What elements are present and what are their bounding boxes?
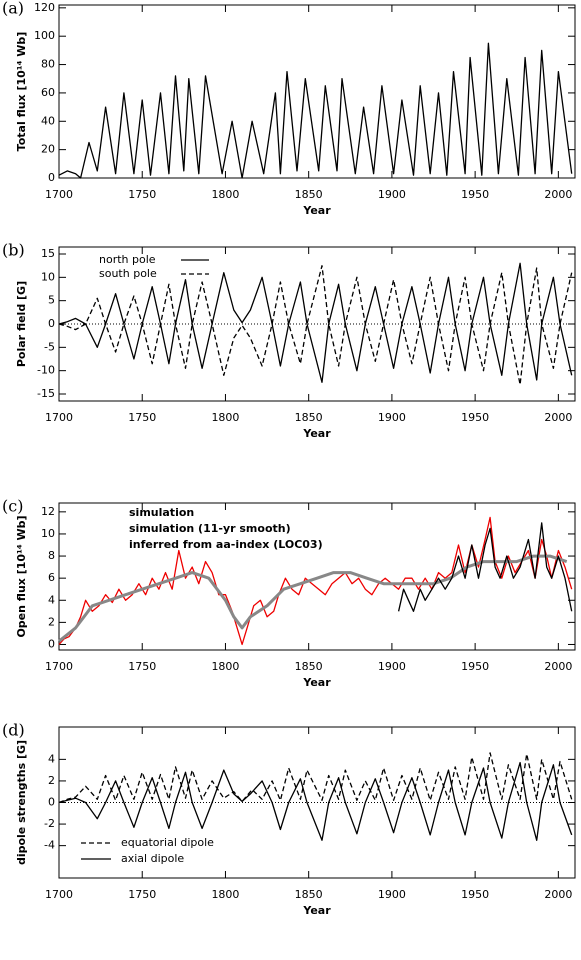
x-tick-label: 2000 <box>544 660 572 673</box>
x-tick-label: 1700 <box>45 888 73 901</box>
y-tick-label: 8 <box>48 549 55 562</box>
x-tick-label: 2000 <box>544 411 572 424</box>
legend-label: simulation (11-yr smooth) <box>129 522 291 535</box>
legend-label: inferred from aa-index (LOC03) <box>129 538 323 551</box>
x-tick-label: 1750 <box>128 888 156 901</box>
x-tick-label: 1950 <box>461 188 489 201</box>
data-line <box>397 522 573 612</box>
x-tick-label: 1950 <box>461 411 489 424</box>
x-tick-label: 1900 <box>378 188 406 201</box>
x-tick-label: 1900 <box>378 411 406 424</box>
data-line <box>58 761 573 841</box>
legend-label: south pole <box>99 267 157 280</box>
y-tick-label: -5 <box>44 340 55 353</box>
panel-label: (d) <box>2 721 25 740</box>
y-tick-label: 0 <box>48 796 55 809</box>
x-tick-label: 1850 <box>295 188 323 201</box>
panel-label: (b) <box>2 241 25 260</box>
plot-frame <box>58 4 576 179</box>
y-tick-label: 0 <box>48 171 55 184</box>
legend-label: axial dipole <box>121 852 184 865</box>
y-tick-label: 0 <box>48 637 55 650</box>
x-tick-label: 1800 <box>211 660 239 673</box>
x-tick-label: 2000 <box>544 888 572 901</box>
y-tick-label: 5 <box>48 294 55 307</box>
y-tick-label: 6 <box>48 571 55 584</box>
x-axis-label: Year <box>302 427 331 440</box>
x-axis-label: Year <box>302 904 331 917</box>
y-tick-label: 120 <box>34 1 55 14</box>
panel-label: (c) <box>2 497 23 516</box>
data-line <box>58 42 573 179</box>
legend-label: north pole <box>99 253 156 266</box>
y-tick-label: 15 <box>41 247 55 260</box>
x-tick-label: 1700 <box>45 411 73 424</box>
y-tick-label: -4 <box>44 839 55 852</box>
y-tick-label: -2 <box>44 817 55 830</box>
x-tick-label: 1800 <box>211 411 239 424</box>
x-tick-label: 2000 <box>544 188 572 201</box>
y-tick-label: 10 <box>41 527 55 540</box>
x-tick-label: 1800 <box>211 188 239 201</box>
y-axis-label: Polar field [G] <box>15 281 28 367</box>
y-tick-label: 100 <box>34 29 55 42</box>
data-line <box>58 262 573 383</box>
y-tick-label: 40 <box>41 114 55 127</box>
y-axis-label: dipole strengths [G] <box>15 740 28 865</box>
x-tick-label: 1950 <box>461 660 489 673</box>
data-line <box>58 554 568 643</box>
y-tick-label: -15 <box>37 387 55 400</box>
x-tick-label: 1800 <box>211 888 239 901</box>
x-tick-label: 1900 <box>378 660 406 673</box>
plot-frame <box>58 502 576 651</box>
y-tick-label: -10 <box>37 364 55 377</box>
y-tick-label: 60 <box>41 86 55 99</box>
legend-label: equatorial dipole <box>121 836 214 849</box>
y-tick-label: 20 <box>41 143 55 156</box>
y-tick-label: 4 <box>48 593 55 606</box>
x-axis-label: Year <box>302 204 331 217</box>
x-tick-label: 1750 <box>128 660 156 673</box>
x-tick-label: 1700 <box>45 188 73 201</box>
x-axis-label: Year <box>302 676 331 689</box>
x-tick-label: 1850 <box>295 660 323 673</box>
x-tick-label: 1750 <box>128 188 156 201</box>
y-tick-label: 0 <box>48 317 55 330</box>
panel-label: (a) <box>2 0 24 18</box>
y-tick-label: 80 <box>41 58 55 71</box>
y-tick-label: 12 <box>41 505 55 518</box>
y-tick-label: 2 <box>48 774 55 787</box>
data-line <box>58 752 573 804</box>
legend-label: simulation <box>129 506 194 519</box>
y-tick-label: 2 <box>48 615 55 628</box>
x-tick-label: 1900 <box>378 888 406 901</box>
x-tick-label: 1950 <box>461 888 489 901</box>
y-tick-label: 4 <box>48 752 55 765</box>
x-tick-label: 1750 <box>128 411 156 424</box>
data-line <box>58 265 573 386</box>
y-axis-label: Open flux [10¹⁴ Wb] <box>15 515 28 637</box>
x-tick-label: 1850 <box>295 411 323 424</box>
data-line <box>58 516 573 646</box>
y-axis-label: Total flux [10¹⁴ Wb] <box>15 32 28 152</box>
x-tick-label: 1700 <box>45 660 73 673</box>
x-tick-label: 1850 <box>295 888 323 901</box>
y-tick-label: 10 <box>41 270 55 283</box>
